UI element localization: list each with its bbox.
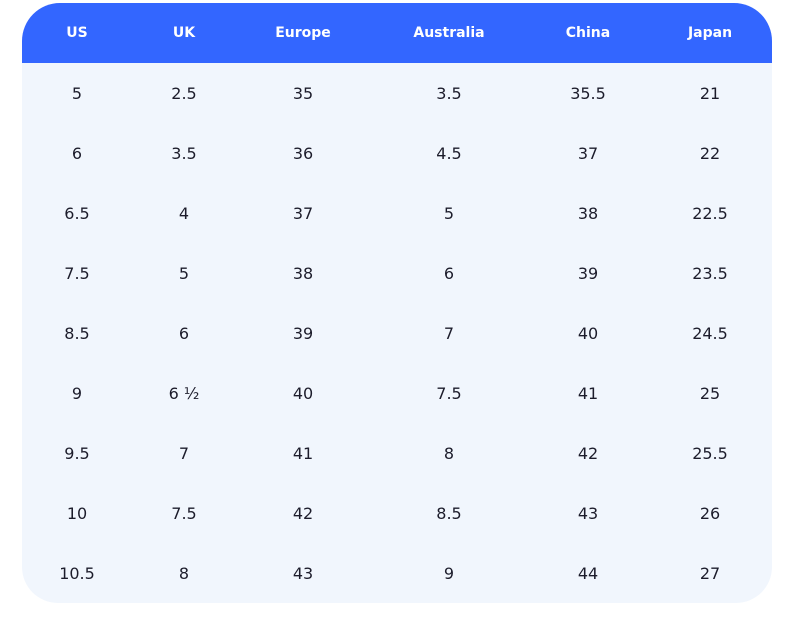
table-row: 7.5 5 38 6 39 23.5 xyxy=(22,243,772,303)
table-row: 8.5 6 39 7 40 24.5 xyxy=(22,303,772,363)
table-cell: 44 xyxy=(577,563,599,583)
header-cell: US xyxy=(66,25,88,41)
table-cell: 8.5 xyxy=(436,503,462,523)
table-body: 5 2.5 35 3.5 35.5 21 6 3.5 36 4.5 37 22 6.5 4 37 5 38 22.… xyxy=(22,63,772,603)
table-cell: 8 xyxy=(443,443,455,463)
size-table: US UK Europe Australia China Japan 5 2.5 35 3.5 3… xyxy=(22,3,772,603)
table-cell: 21 xyxy=(699,83,721,103)
table-cell: 7 xyxy=(178,443,190,463)
table-row: 9 6 ½ 40 7.5 41 25 xyxy=(22,363,772,423)
table-row: 9.5 7 41 8 42 25.5 xyxy=(22,423,772,483)
table-cell: 2.5 xyxy=(171,83,197,103)
table-cell: 40 xyxy=(292,383,314,403)
table-cell: 3.5 xyxy=(171,143,197,163)
header-cell: UK xyxy=(172,25,196,41)
table-cell: 9 xyxy=(71,383,83,403)
table-cell: 43 xyxy=(292,563,314,583)
table-cell: 42 xyxy=(577,443,599,463)
table-cell: 41 xyxy=(577,383,599,403)
table-cell: 35 xyxy=(292,83,314,103)
table-cell: 6 xyxy=(443,263,455,283)
header-cell: Europe xyxy=(275,25,331,41)
header-cell: Japan xyxy=(687,25,733,41)
table-cell: 5 xyxy=(178,263,190,283)
table-cell: 6 xyxy=(178,323,190,343)
table-cell: 7.5 xyxy=(64,263,90,283)
table-cell: 38 xyxy=(577,203,599,223)
table-cell: 4.5 xyxy=(436,143,462,163)
table-cell: 42 xyxy=(292,503,314,523)
table-row: 5 2.5 35 3.5 35.5 21 xyxy=(22,63,772,123)
table-cell: 8 xyxy=(178,563,190,583)
header-cell: China xyxy=(565,25,611,41)
table-cell: 37 xyxy=(577,143,599,163)
table-cell: 36 xyxy=(292,143,314,163)
table-cell: 40 xyxy=(577,323,599,343)
table-header: US UK Europe Australia China Japan xyxy=(22,3,772,63)
table-cell: 9 xyxy=(443,563,455,583)
table-cell: 8.5 xyxy=(64,323,90,343)
table-cell: 37 xyxy=(292,203,314,223)
table-cell: 10.5 xyxy=(59,563,95,583)
table-cell: 9.5 xyxy=(64,443,90,463)
table-cell: 27 xyxy=(699,563,721,583)
table-cell: 25.5 xyxy=(692,443,728,463)
table-row: 10.5 8 43 9 44 27 xyxy=(22,543,772,603)
table-cell: 4 xyxy=(178,203,190,223)
table-cell: 39 xyxy=(577,263,599,283)
table-cell: 38 xyxy=(292,263,314,283)
table-row: 6 3.5 36 4.5 37 22 xyxy=(22,123,772,183)
table-cell: 5 xyxy=(443,203,455,223)
table-cell: 23.5 xyxy=(692,263,728,283)
table-cell: 39 xyxy=(292,323,314,343)
table-cell: 25 xyxy=(699,383,721,403)
table-cell: 24.5 xyxy=(692,323,728,343)
table-cell: 22.5 xyxy=(692,203,728,223)
table-row: 6.5 4 37 5 38 22.5 xyxy=(22,183,772,243)
table-cell: 10 xyxy=(66,503,88,523)
table-cell: 43 xyxy=(577,503,599,523)
table-cell: 26 xyxy=(699,503,721,523)
table-cell: 35.5 xyxy=(570,83,606,103)
table-cell: 7.5 xyxy=(436,383,462,403)
table-row: 10 7.5 42 8.5 43 26 xyxy=(22,483,772,543)
table-cell: 6 ½ xyxy=(168,383,200,403)
table-cell: 5 xyxy=(71,83,83,103)
table-cell: 7.5 xyxy=(171,503,197,523)
table-cell: 7 xyxy=(443,323,455,343)
table-cell: 6.5 xyxy=(64,203,90,223)
table-cell: 3.5 xyxy=(436,83,462,103)
table-cell: 6 xyxy=(71,143,83,163)
table-cell: 22 xyxy=(699,143,721,163)
header-cell: Australia xyxy=(413,25,485,41)
table-cell: 41 xyxy=(292,443,314,463)
